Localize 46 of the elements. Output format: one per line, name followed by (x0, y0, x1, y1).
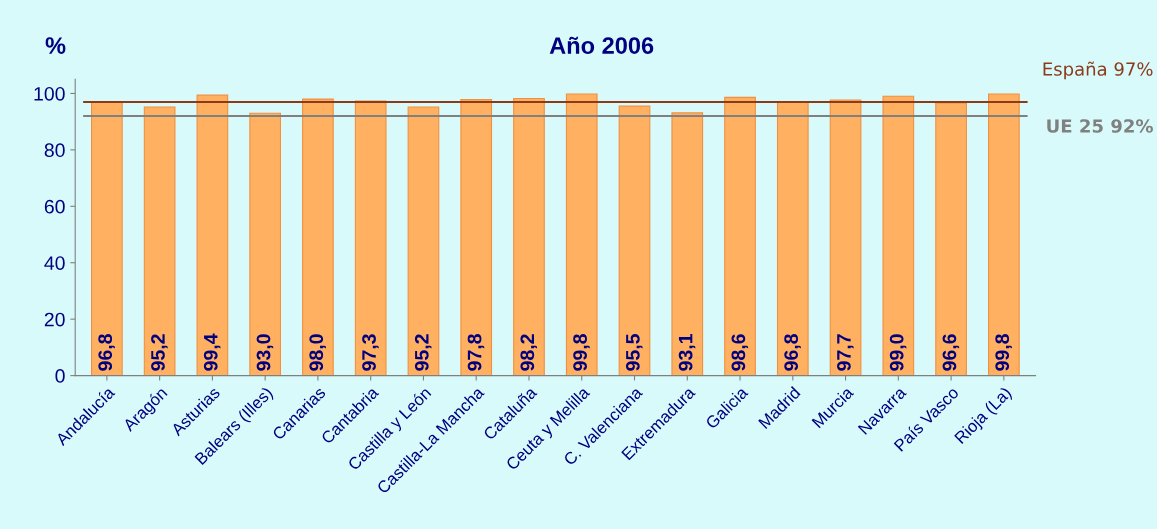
data-label: 97,3 (362, 334, 379, 371)
bar (354, 100, 387, 376)
ref-line-label: España 97% (1043, 61, 1153, 80)
bar (987, 93, 1020, 376)
data-label: 99,4 (203, 333, 221, 371)
bar (143, 106, 176, 376)
bar (196, 94, 229, 376)
data-label: 93,0 (256, 334, 274, 371)
data-label: 93,1 (678, 334, 696, 371)
y-tick-label: 20 (44, 312, 65, 327)
y-tick-label: 0 (55, 369, 65, 383)
data-label: 96,8 (784, 334, 801, 371)
data-label: 97,7 (837, 334, 854, 371)
data-label: 95,2 (151, 334, 168, 371)
y-tick-label: 40 (44, 256, 65, 270)
data-label: 95,2 (414, 334, 432, 371)
y-tick-label: 60 (44, 199, 65, 214)
data-label: 99,8 (995, 334, 1012, 371)
bar (935, 102, 967, 376)
data-label: 96,6 (942, 334, 960, 371)
bar (882, 95, 915, 376)
data-label: 98,6 (731, 334, 749, 371)
bar (91, 101, 123, 376)
chart-title: Año 2006 (549, 36, 654, 54)
bar (249, 112, 282, 376)
bar (829, 99, 862, 376)
bar (776, 101, 809, 376)
data-label: 96,8 (98, 334, 115, 371)
bar (407, 106, 440, 376)
bar (618, 105, 651, 376)
ref-line-label: UE 25 92% (1047, 119, 1153, 133)
data-label: 97,8 (467, 334, 485, 371)
data-label: 95,5 (625, 334, 643, 371)
bar (724, 96, 756, 376)
data-label: 99,8 (573, 334, 590, 371)
y-tick-label: 100 (34, 86, 65, 101)
bar (513, 97, 545, 376)
y-axis-title: % (45, 37, 66, 54)
data-label: 98,2 (520, 334, 538, 371)
bar (671, 112, 704, 376)
data-label: 99,0 (889, 334, 907, 371)
bar (565, 93, 598, 376)
bar (460, 99, 493, 376)
bar (302, 98, 334, 376)
data-label: 98,0 (309, 334, 326, 371)
y-tick-label: 80 (44, 143, 65, 158)
